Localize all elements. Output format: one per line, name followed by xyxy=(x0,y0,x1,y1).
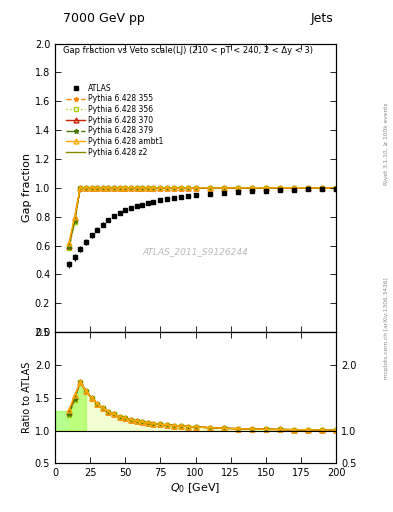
Text: Jets: Jets xyxy=(311,12,334,25)
Y-axis label: Ratio to ATLAS: Ratio to ATLAS xyxy=(22,362,32,434)
Legend: ATLAS, Pythia 6.428 355, Pythia 6.428 356, Pythia 6.428 370, Pythia 6.428 379, P: ATLAS, Pythia 6.428 355, Pythia 6.428 35… xyxy=(64,82,165,158)
Y-axis label: Gap fraction: Gap fraction xyxy=(22,153,32,222)
Text: Gap fraction vs Veto scale(LJ) (210 < pT < 240, 2 < Δy < 3): Gap fraction vs Veto scale(LJ) (210 < pT… xyxy=(63,47,314,55)
Text: Rivet 3.1.10, ≥ 100k events: Rivet 3.1.10, ≥ 100k events xyxy=(384,102,389,185)
Text: 7000 GeV pp: 7000 GeV pp xyxy=(63,12,145,25)
Text: mcplots.cern.ch [arXiv:1306.3436]: mcplots.cern.ch [arXiv:1306.3436] xyxy=(384,277,389,378)
Text: ATLAS_2011_S9126244: ATLAS_2011_S9126244 xyxy=(143,247,248,256)
X-axis label: $Q_0$ [GeV]: $Q_0$ [GeV] xyxy=(170,481,221,495)
